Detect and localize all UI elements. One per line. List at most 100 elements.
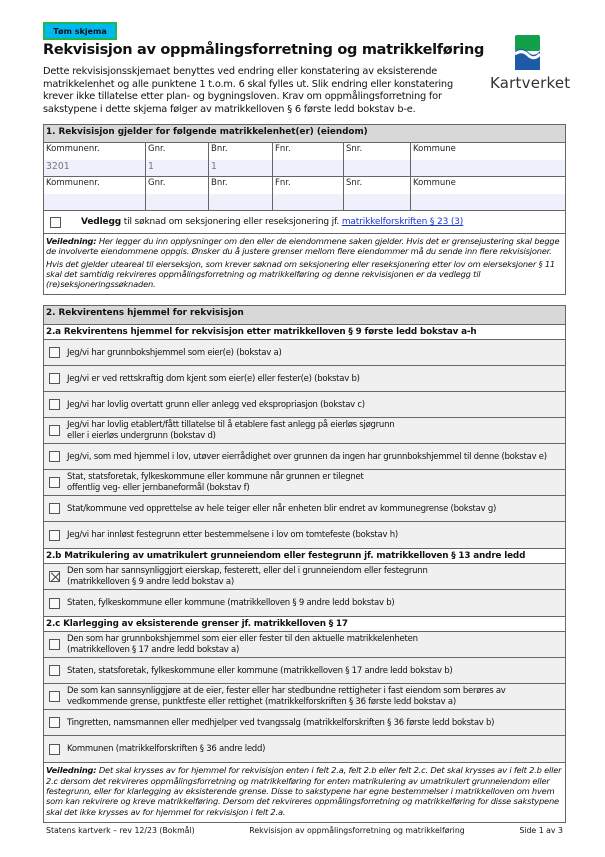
option-checkbox[interactable] — [49, 717, 60, 729]
option-row[interactable]: Tingretten, namsmannen eller medhjelper … — [44, 710, 565, 737]
option-label: De som kan sannsynliggjøre at de eier, f… — [67, 686, 506, 707]
field-fnr[interactable] — [273, 160, 344, 177]
guide-label: Veiledning: — [46, 765, 97, 776]
vedlegg-row: Vedlegg til søknad om seksjonering eller… — [44, 211, 565, 234]
column-label: Fnr. — [273, 143, 344, 160]
option-label: Tingretten, namsmannen eller medhjelper … — [67, 717, 495, 728]
vedlegg-bold: Vedlegg — [81, 217, 122, 227]
logo-text: Kartverket — [490, 74, 571, 92]
option-checkbox[interactable] — [49, 399, 60, 411]
option-checkbox[interactable] — [49, 597, 60, 609]
matrikkelforskriften-link[interactable]: matrikkelforskriften § 23 (3) — [341, 217, 464, 227]
field-kommunenr[interactable] — [44, 194, 146, 211]
field-kommunenr[interactable]: 3201 — [44, 160, 146, 177]
section-1-header: 1. Rekvisisjon gjelder for følgende matr… — [44, 125, 565, 143]
option-checkbox[interactable] — [49, 477, 60, 489]
field-snr[interactable] — [344, 194, 411, 211]
option-checkbox[interactable] — [49, 529, 60, 541]
option-row[interactable]: Jeg/vi, som med hjemmel i lov, utøver ei… — [44, 444, 565, 471]
vedlegg-checkbox[interactable] — [50, 216, 61, 228]
guide-label: Veiledning: — [46, 236, 97, 246]
property-table: Kommunenr. Gnr. Bnr. Fnr. Snr. Kommune 3201 1 1 K… — [44, 143, 565, 211]
option-label: Jeg/vi er ved rettskraftig dom kjent som… — [67, 373, 360, 384]
column-label: Kommune — [413, 178, 456, 188]
intro-text: Dette rekvisisjonsskjemaet benyttes ved … — [43, 66, 453, 115]
option-label: Kommunen (matrikkelforskriften § 36 andr… — [67, 744, 266, 755]
option-label: Jeg/vi har lovlig overtatt grunn eller a… — [67, 399, 365, 410]
kartverket-logo-icon — [514, 35, 542, 70]
option-label: Staten, statsforetak, fylkeskommune elle… — [67, 665, 453, 676]
option-row[interactable]: Staten, fylkeskommune eller kommune (mat… — [44, 590, 565, 617]
option-label: Den som har grunnbokshjemmel som eier el… — [67, 634, 418, 655]
option-list: Den som har sannsynliggjort eierskap, fe… — [44, 564, 565, 617]
column-label: Snr. — [344, 177, 411, 194]
option-row[interactable]: Jeg/vi har lovlig etablert/fått tillatel… — [44, 418, 565, 445]
subsection-header: 2.b Matrikulering av umatrikulert grunne… — [44, 548, 565, 565]
option-list: Den som har grunnbokshjemmel som eier el… — [44, 632, 565, 763]
option-checkbox[interactable] — [49, 347, 60, 359]
guide-text: Her legger du inn opplysninger om den el… — [46, 236, 560, 257]
option-checkbox[interactable] — [49, 665, 60, 677]
option-label: Stat, statsforetak, fylkeskommune eller … — [67, 472, 364, 493]
option-checkbox[interactable] — [49, 639, 60, 651]
section-2-groups: 2.a Rekvirentens hjemmel for rekvisisjon… — [44, 324, 565, 763]
column-label: Kommunenr. — [44, 143, 146, 160]
column-label: Bnr. — [209, 177, 273, 194]
vedlegg-text: til søknad om seksjonering eller reseksj… — [121, 217, 342, 227]
column-label: Snr. — [344, 143, 411, 160]
section-2: 2. Rekvirentens hjemmel for rekvisisjon … — [43, 305, 566, 823]
field-snr[interactable] — [344, 160, 411, 177]
option-row[interactable]: Jeg/vi har innløst festegrunn etter best… — [44, 522, 565, 549]
option-list: Jeg/vi har grunnbokshjemmel som eier(e) … — [44, 340, 565, 549]
option-row[interactable]: Den som har grunnbokshjemmel som eier el… — [44, 632, 565, 659]
option-label: Jeg/vi har lovlig etablert/fått tillatel… — [67, 420, 395, 441]
option-checkbox[interactable] — [49, 373, 60, 385]
option-checkbox[interactable] — [49, 571, 60, 583]
option-label: Staten, fylkeskommune eller kommune (mat… — [67, 598, 395, 609]
option-checkbox[interactable] — [49, 503, 60, 515]
guide-text-2: Hvis det gjelder uteareal til eierseksjo… — [46, 258, 556, 290]
option-row[interactable]: Den som har sannsynliggjort eierskap, fe… — [44, 564, 565, 591]
option-checkbox[interactable] — [49, 691, 60, 703]
vedlegg-label: Vedlegg til søknad om seksjonering eller… — [81, 217, 463, 227]
option-row[interactable]: Stat/kommune ved opprettelse av hele tei… — [44, 496, 565, 523]
column-label: Kommune — [413, 144, 456, 154]
page-footer: Statens kartverk – rev 12/23 (Bokmål) Re… — [43, 826, 566, 835]
field-kommune[interactable] — [411, 160, 565, 177]
field-bnr[interactable]: 1 — [209, 160, 273, 177]
guide-section-1: Veiledning: Her legger du inn opplysning… — [44, 234, 565, 294]
option-row[interactable]: De som kan sannsynliggjøre at de eier, f… — [44, 684, 565, 711]
option-checkbox[interactable] — [49, 425, 60, 437]
option-checkbox[interactable] — [49, 451, 60, 463]
section-1: 1. Rekvisisjon gjelder for følgende matr… — [43, 124, 566, 296]
option-label: Stat/kommune ved opprettelse av hele tei… — [67, 503, 497, 514]
option-row[interactable]: Jeg/vi er ved rettskraftig dom kjent som… — [44, 366, 565, 393]
option-row[interactable]: Jeg/vi har grunnbokshjemmel som eier(e) … — [44, 340, 565, 367]
subsection-header: 2.a Rekvirentens hjemmel for rekvisisjon… — [44, 324, 565, 341]
clear-form-button[interactable]: Tøm skjema — [43, 22, 117, 40]
subsection-header: 2.c Klarlegging av eksisterende grenser … — [44, 616, 565, 633]
section-2-header: 2. Rekvirentens hjemmel for rekvisisjon — [44, 306, 565, 325]
option-label: Jeg/vi, som med hjemmel i lov, utøver ei… — [67, 451, 547, 462]
guide-text: Det skal krysses av for hjemmel for rekv… — [46, 765, 562, 817]
footer-center: Rekvisisjon av oppmålingsforretning og m… — [249, 825, 465, 835]
field-gnr[interactable] — [146, 194, 209, 211]
option-row[interactable]: Stat, statsforetak, fylkeskommune eller … — [44, 470, 565, 497]
option-label: Jeg/vi har grunnbokshjemmel som eier(e) … — [67, 347, 282, 358]
field-fnr[interactable] — [273, 194, 344, 211]
field-kommune[interactable] — [411, 194, 565, 211]
column-label: Bnr. — [209, 143, 273, 160]
column-label: Fnr. — [273, 177, 344, 194]
footer-page-number: Side 1 av 3 — [519, 825, 563, 835]
footer-left: Statens kartverk – rev 12/23 (Bokmål) — [46, 825, 195, 835]
option-row[interactable]: Staten, statsforetak, fylkeskommune elle… — [44, 658, 565, 685]
column-label: Gnr. — [146, 143, 209, 160]
column-label: Kommunenr. — [44, 177, 146, 194]
option-row[interactable]: Kommunen (matrikkelforskriften § 36 andr… — [44, 736, 565, 763]
option-checkbox[interactable] — [49, 743, 60, 755]
guide-section-2: Veiledning: Det skal krysses av for hjem… — [44, 762, 565, 821]
field-bnr[interactable] — [209, 194, 273, 211]
field-gnr[interactable]: 1 — [146, 160, 209, 177]
option-row[interactable]: Jeg/vi har lovlig overtatt grunn eller a… — [44, 392, 565, 419]
